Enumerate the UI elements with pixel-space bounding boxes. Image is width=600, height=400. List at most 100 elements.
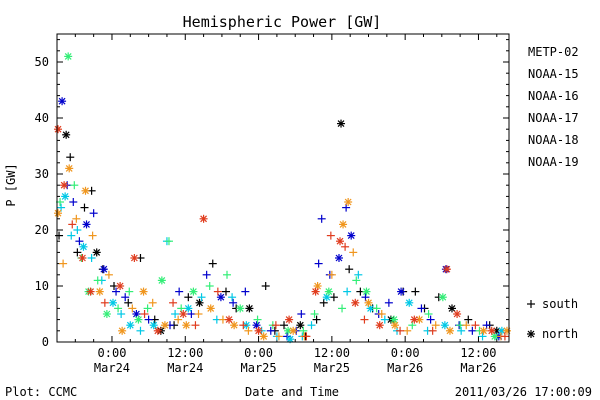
data-point-north: [86, 287, 95, 296]
x-axis-label: Date and Time: [245, 385, 339, 399]
y-tick-label: 30: [35, 167, 49, 181]
y-tick-label: 40: [35, 111, 49, 125]
data-point-south: [208, 259, 217, 268]
data-point-south: [384, 298, 393, 307]
data-point-north: [289, 326, 298, 335]
data-point-north: [189, 287, 198, 296]
data-point-south: [148, 298, 157, 307]
data-point-south: [73, 226, 82, 234]
data-point-south: [352, 276, 361, 285]
data-point-north: [487, 326, 496, 335]
data-point-north: [502, 326, 511, 335]
data-point-south: [274, 332, 283, 341]
x-tick-label-time: 0:00: [244, 346, 273, 360]
marker-legend-north: north: [527, 327, 578, 341]
data-point-south: [144, 315, 153, 324]
data-point-north: [61, 192, 70, 201]
data-point-south: [69, 198, 78, 206]
x-tick-label-date: Mar24: [94, 361, 130, 375]
data-point-north: [206, 304, 215, 313]
data-point-north: [153, 326, 162, 335]
data-point-south: [299, 326, 308, 335]
data-point-south: [271, 321, 280, 330]
data-point-south: [360, 315, 369, 324]
data-point-north: [336, 237, 345, 246]
data-point-south: [194, 310, 203, 318]
data-point-south: [89, 209, 98, 218]
data-point-north: [344, 198, 353, 206]
data-point-south: [408, 321, 417, 330]
data-point-north: [58, 97, 67, 106]
x-tick-label-time: 0:00: [391, 346, 420, 360]
data-point-south: [117, 310, 126, 318]
data-point-south: [80, 203, 89, 212]
x-tick-label-date: Mar25: [241, 361, 277, 375]
data-point-north: [442, 265, 451, 274]
data-point-south: [426, 315, 435, 324]
data-point-south: [468, 326, 477, 335]
data-point-south: [302, 332, 311, 341]
data-point-north: [54, 125, 63, 134]
data-point-south: [175, 287, 184, 296]
data-point-north: [453, 310, 462, 318]
data-point-north: [82, 220, 91, 229]
data-point-north: [182, 321, 191, 330]
data-point-north: [130, 254, 139, 262]
data-point-south: [184, 293, 193, 302]
legend-entry-noaa-18: NOAA-18: [528, 133, 579, 147]
data-point-south: [310, 310, 319, 318]
data-point-north: [347, 231, 356, 240]
data-point-south: [55, 231, 64, 240]
data-point-south: [261, 282, 270, 290]
data-point-south: [396, 326, 405, 335]
footer-credit: Plot: CCMC: [5, 385, 77, 399]
data-point-north: [62, 130, 71, 139]
data-point-south: [377, 310, 386, 318]
data-point-south: [338, 304, 347, 313]
data-point-south: [177, 304, 186, 313]
series-noaa-16: [57, 192, 506, 344]
data-point-south: [457, 326, 466, 335]
data-point-south: [372, 304, 381, 313]
data-point-south: [66, 153, 75, 162]
data-point-north: [410, 315, 419, 324]
data-point-north: [81, 186, 90, 195]
series-noaa-18: [54, 164, 511, 341]
data-point-south: [342, 203, 351, 212]
data-point-north: [102, 310, 111, 318]
data-point-south: [380, 315, 389, 324]
series-noaa-15: [58, 97, 503, 341]
data-point-south: [112, 287, 121, 296]
data-point-south: [67, 231, 76, 240]
data-point-north: [216, 293, 225, 302]
legend-entry-noaa-16: NOAA-16: [528, 89, 579, 103]
data-point-north: [236, 304, 245, 313]
data-point-south: [174, 315, 183, 324]
data-point-north: [118, 326, 127, 335]
y-tick-label: 50: [35, 55, 49, 69]
data-point-north: [60, 181, 69, 190]
data-point-south: [327, 270, 336, 279]
data-point-north: [108, 298, 117, 307]
data-point-south: [241, 287, 250, 296]
data-point-north: [362, 287, 371, 296]
data-point-south: [140, 310, 149, 318]
data-point-south: [244, 326, 253, 335]
series-metp-02: [55, 119, 501, 341]
data-point-south: [87, 254, 96, 262]
marker-legend-south: south: [527, 297, 578, 311]
data-point-south: [205, 282, 214, 290]
data-point-south: [280, 321, 289, 330]
data-point-south: [253, 315, 262, 324]
data-point-north: [405, 298, 414, 307]
legend-entry-noaa-17: NOAA-17: [528, 111, 579, 125]
data-point-south: [312, 315, 321, 324]
data-point-south: [239, 321, 248, 330]
data-point-north: [225, 315, 234, 324]
data-point-south: [464, 315, 473, 324]
data-point-south: [341, 242, 350, 251]
data-point-north: [389, 315, 398, 324]
data-point-south: [354, 270, 363, 279]
x-tick-label-time: 0:00: [98, 346, 127, 360]
data-point-north: [134, 315, 143, 324]
